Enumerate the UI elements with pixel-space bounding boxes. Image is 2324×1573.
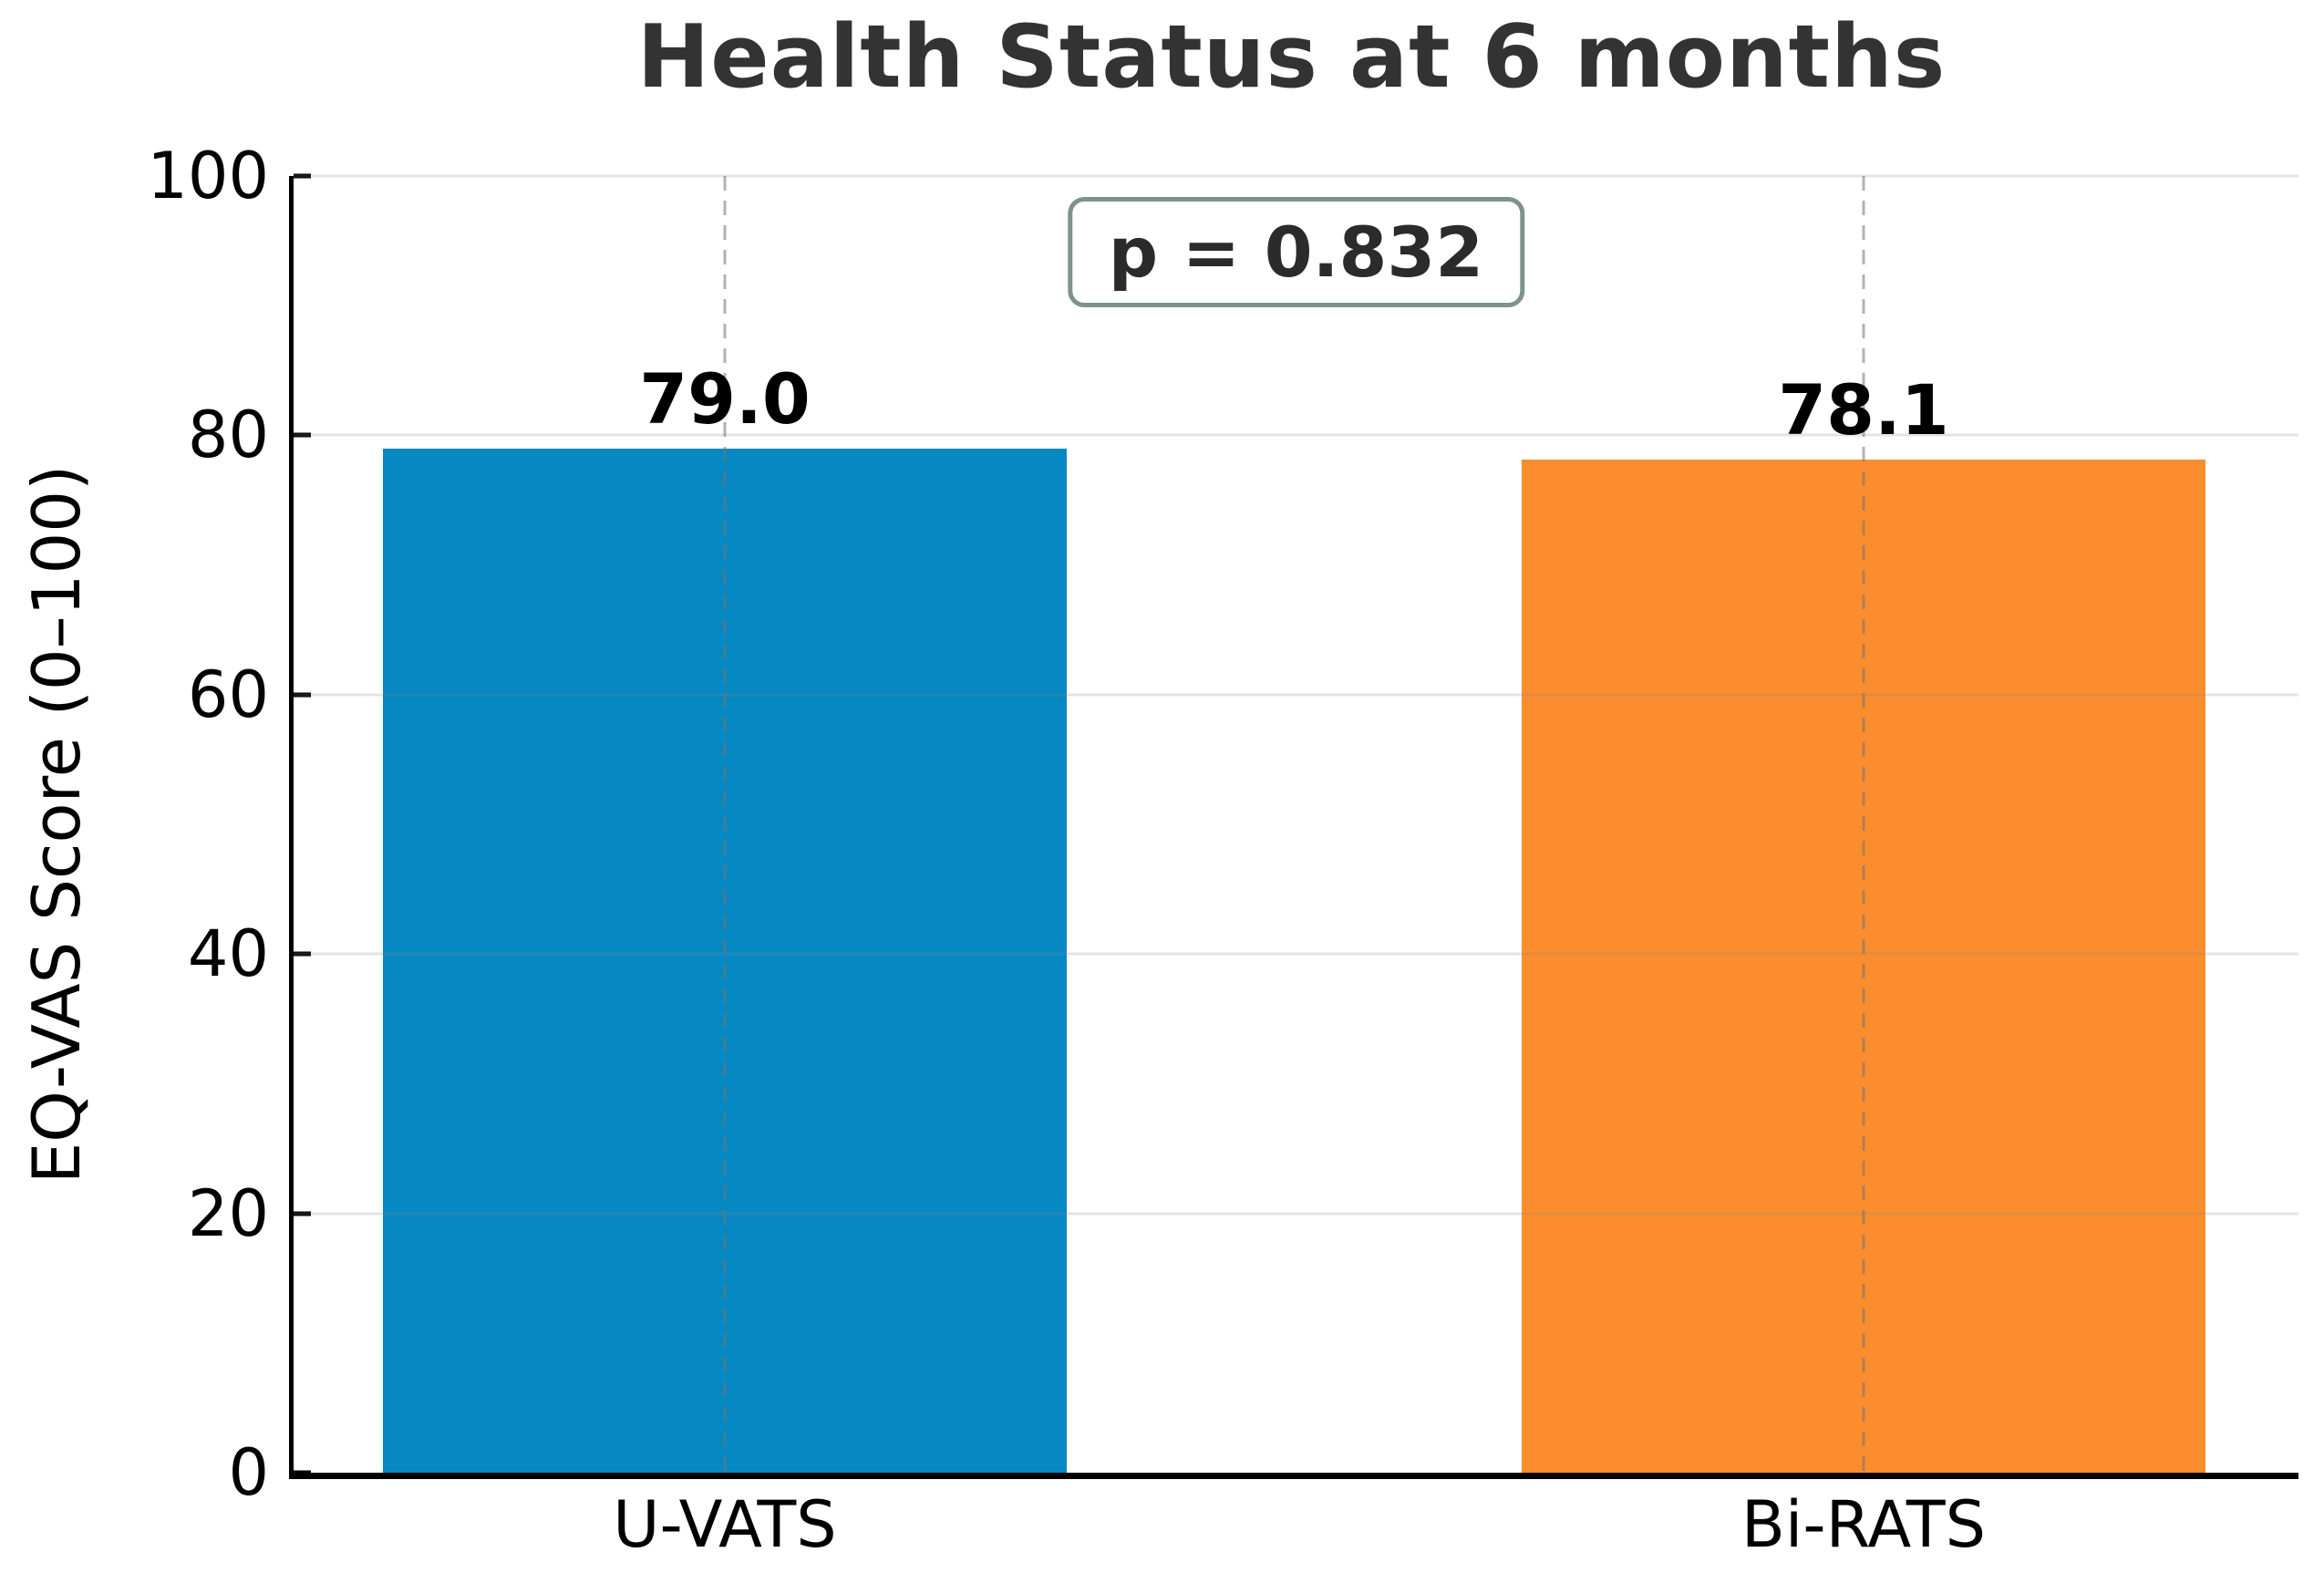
y-axis-label: EQ-VAS Score (0–100) <box>18 464 95 1185</box>
ytick-label-0: 0 <box>228 1435 269 1510</box>
ytick-label-60: 60 <box>187 657 269 732</box>
xtick-label-bi-rats: Bi-RATS <box>1740 1487 1987 1562</box>
ytick-label-100: 100 <box>147 139 269 213</box>
ytick-mark-80 <box>294 432 311 438</box>
value-label-u-vats: 79.0 <box>639 357 811 440</box>
ytick-mark-100 <box>294 173 311 179</box>
ytick-mark-0 <box>294 1470 311 1475</box>
p-value-annotation: p = 0.832 <box>1067 197 1525 308</box>
ytick-label-80: 80 <box>187 398 269 473</box>
value-label-bi-rats: 78.1 <box>1778 369 1949 451</box>
bar-bi-rats <box>1522 460 2205 1473</box>
xtick-label-u-vats: U-VATS <box>613 1487 837 1562</box>
ytick-label-20: 20 <box>187 1175 269 1251</box>
ytick-mark-40 <box>294 951 311 957</box>
gridline-y-100 <box>294 174 2298 178</box>
ytick-mark-20 <box>294 1211 311 1216</box>
chart-title: Health Status at 6 months <box>636 7 1947 108</box>
ytick-label-40: 40 <box>187 916 269 992</box>
plot-area: 0 20 40 60 80 100 79.0 78.1 U-VATS Bi-RA… <box>147 144 2298 1557</box>
bar-u-vats <box>383 448 1067 1473</box>
ytick-mark-60 <box>294 692 311 698</box>
